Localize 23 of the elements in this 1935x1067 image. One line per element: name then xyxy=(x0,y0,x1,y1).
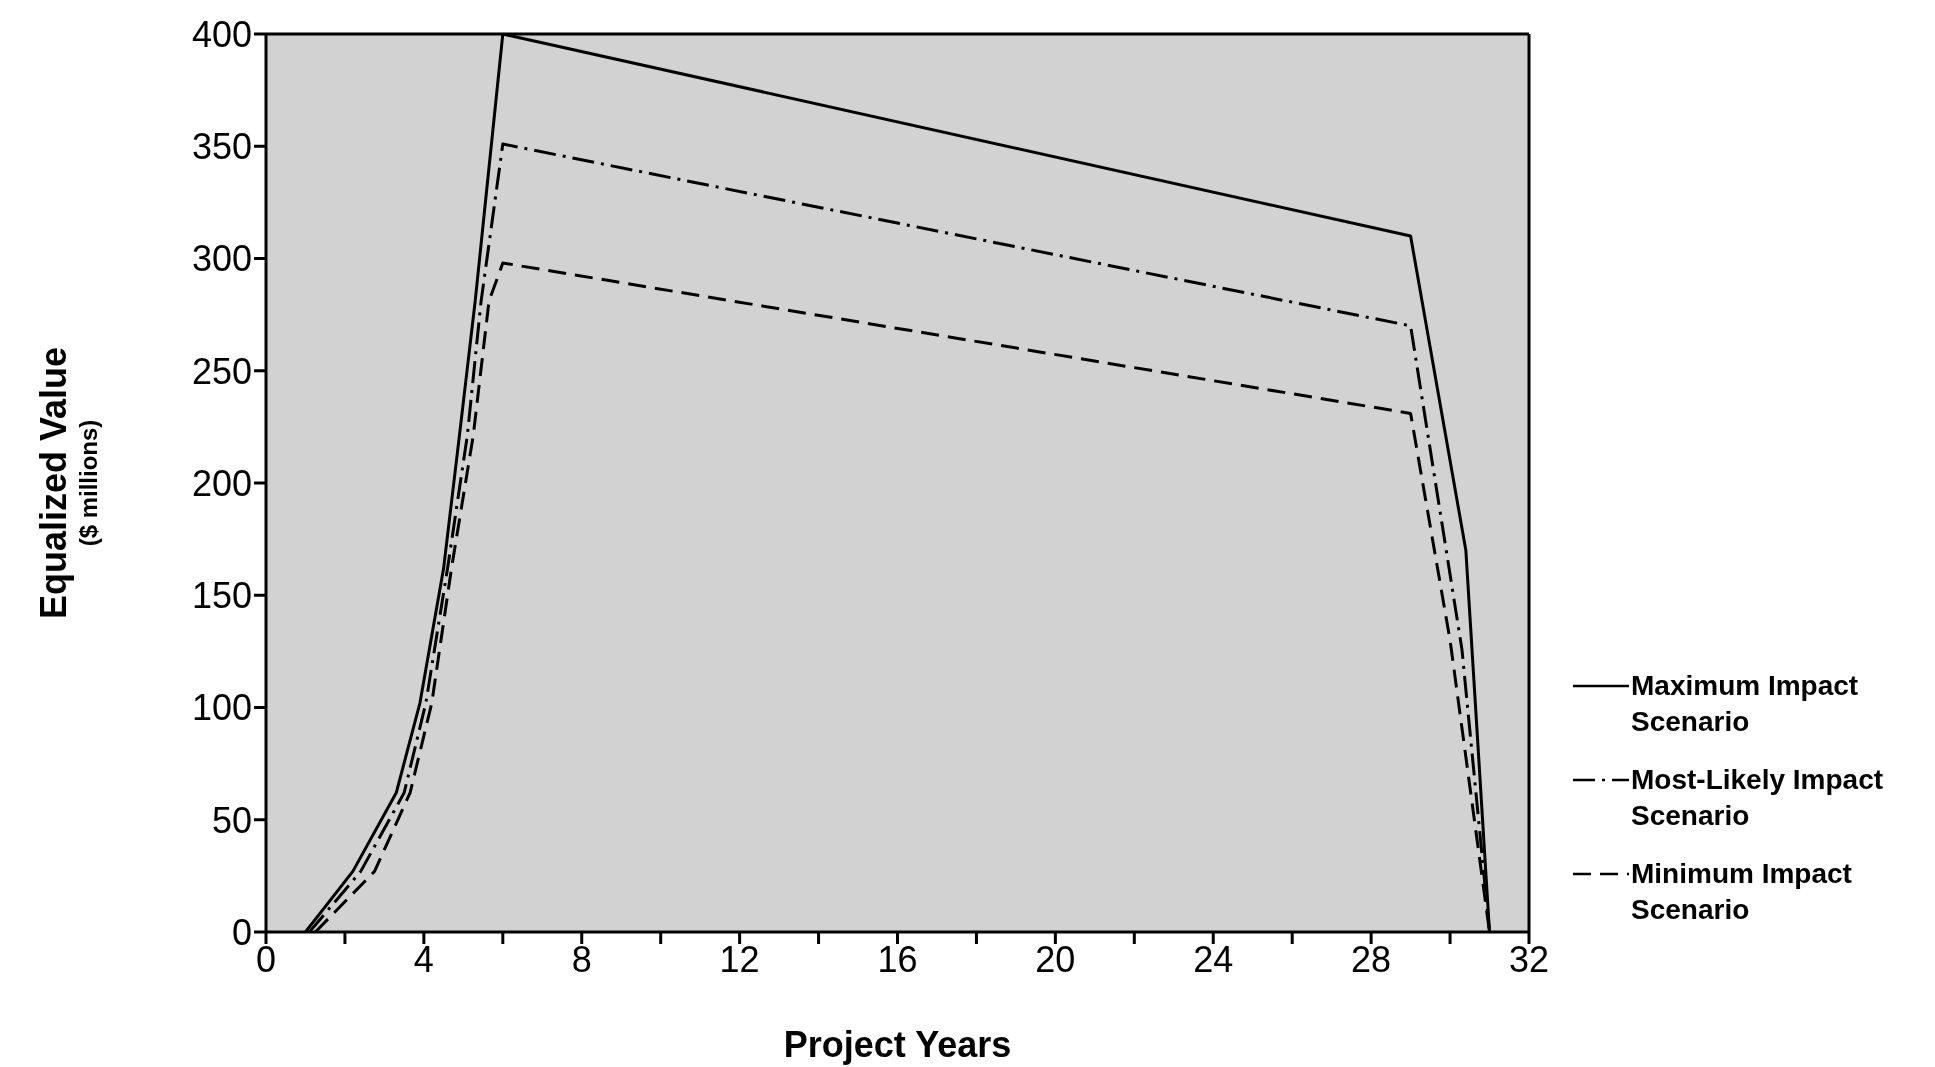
x-tick-label: 28 xyxy=(1351,938,1392,980)
y-tick-label: 200 xyxy=(191,462,252,504)
legend-label: Maximum Impact Scenario xyxy=(1631,669,1860,739)
y-tick-label: 0 xyxy=(231,911,252,953)
y-tick-label: 250 xyxy=(191,350,252,392)
y-tick-label: 300 xyxy=(191,238,252,280)
x-tick-label: 4 xyxy=(413,938,434,980)
x-axis-title: Project Years xyxy=(783,1024,1012,1065)
y-tick-label: 100 xyxy=(191,687,252,729)
legend-label: Most-Likely Impact Scenario xyxy=(1631,763,1885,833)
legend-label: Minimum Impact Scenario xyxy=(1631,857,1853,927)
x-tick-label: 16 xyxy=(877,938,918,980)
y-tick-label: 350 xyxy=(191,126,252,168)
x-tick-label: 32 xyxy=(1508,938,1550,980)
text: ($ millions) xyxy=(75,418,103,549)
y-tick-label: 150 xyxy=(191,575,252,617)
y-tick-label: 400 xyxy=(191,13,252,55)
x-tick-label: 20 xyxy=(1035,938,1076,980)
x-tick-label: 24 xyxy=(1193,938,1234,980)
x-tick-label: 8 xyxy=(571,938,592,980)
y-axis-title: Equalized Value xyxy=(33,346,75,620)
x-tick-label: 12 xyxy=(719,938,760,980)
y-tick-label: 50 xyxy=(211,799,252,841)
